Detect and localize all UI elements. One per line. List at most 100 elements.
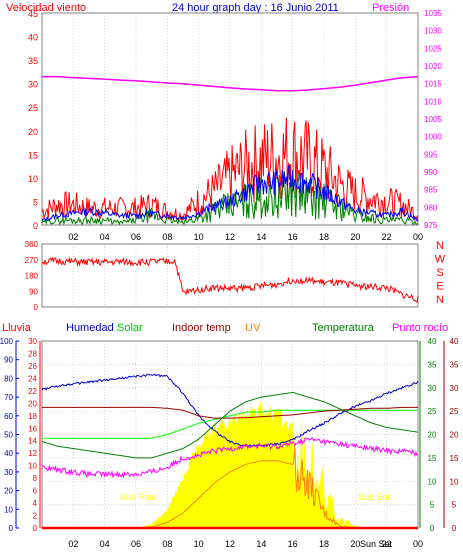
- x-tick-label: 12: [225, 232, 235, 242]
- rain-tick-label: 28: [28, 349, 37, 358]
- rain-tick-label: 6: [33, 487, 38, 496]
- wind-tick-label: 40: [28, 33, 38, 43]
- temperature-x-axis: 02 04 06 08 10 12 14 16 18 20 22 00: [68, 539, 423, 549]
- temp-tick-label: 40: [428, 337, 437, 346]
- wind-grid: [73, 13, 419, 225]
- wind-tick-label: 5: [33, 197, 38, 207]
- indoor-temp-line: [42, 406, 418, 419]
- x-tick-label: 10: [194, 232, 204, 242]
- indoor-temp-tick-label: 40: [450, 337, 459, 346]
- direction-tick-label: 90: [29, 287, 38, 296]
- temp-tick-label: 25: [428, 407, 437, 416]
- x-tick-label: 22: [382, 232, 392, 242]
- solar-fill: [42, 401, 418, 528]
- rain-tick-label: 26: [28, 362, 37, 371]
- rain-tick-label: 24: [28, 374, 37, 383]
- humidity-tick-label: 0: [9, 524, 14, 533]
- rain-tick-label: 2: [33, 512, 38, 521]
- temp-tick-label: 10: [428, 477, 437, 486]
- direction-line: [41, 256, 419, 303]
- direction-tick-label: 270: [25, 256, 39, 265]
- direction-left-axis: 0 90 180 270 360: [25, 240, 39, 312]
- solar-fill-area: [42, 401, 418, 528]
- direction-tick-label: 180: [25, 272, 39, 281]
- wind-tick-label: 15: [28, 150, 38, 160]
- legend-uv: UV: [245, 322, 261, 334]
- x-tick-label: 02: [68, 539, 78, 549]
- wind-tick-label: 20: [28, 127, 38, 137]
- direction-tick-label: 360: [25, 240, 39, 249]
- temp-tick-label: 35: [428, 360, 437, 369]
- x-tick-label: 16: [288, 232, 298, 242]
- x-tick-label: 00: [413, 232, 423, 242]
- pressure-right-axis: 975 980 985 990 995 1000 1005 1010 1015 1020 1025 1…: [424, 9, 442, 230]
- x-tick-label: 06: [131, 539, 141, 549]
- sunset-label: Sun Set: [358, 492, 391, 502]
- indoor-temp-tick-label: 20: [450, 431, 459, 440]
- rain-tick-label: 0: [33, 524, 38, 533]
- x-tick-label: 00: [413, 539, 423, 549]
- x-tick-label: 08: [162, 539, 172, 549]
- pressure-tick-label: 1005: [424, 115, 442, 124]
- compass-label: N: [436, 294, 444, 306]
- x-tick-label: 18: [319, 232, 329, 242]
- wind-tick-label: 45: [28, 9, 38, 19]
- indoor-temp-tick-label: 25: [450, 407, 459, 416]
- wind-left-axis: 0 5 10 15 20 25 30 35 40 45: [28, 9, 38, 231]
- direction-series: [41, 256, 419, 303]
- temp-tick-label: 0: [430, 524, 435, 533]
- humidity-tick-label: 70: [4, 393, 13, 402]
- pressure-line: [42, 75, 419, 92]
- legend-indoor-temp: Indoor temp: [172, 322, 231, 334]
- wind-gust-line: [41, 117, 419, 222]
- humidity-tick-label: 10: [4, 505, 13, 514]
- temp-tick-label: 5: [430, 501, 435, 510]
- indoor-temp-tick-label: 35: [450, 360, 459, 369]
- x-tick-label: 20: [350, 539, 360, 549]
- temp-tick-label: 20: [428, 431, 437, 440]
- x-tick-label: 04: [100, 539, 110, 549]
- rain-tick-label: 30: [28, 337, 37, 346]
- dew-point-line: [41, 437, 419, 479]
- wind-axis-title: Velocidad viento: [6, 2, 86, 14]
- humidity-tick-label: 80: [4, 374, 13, 383]
- x-tick-label: 02: [68, 232, 78, 242]
- wind-x-axis: 02 04 06 08 10 12 14 16 18 20 22 00: [68, 232, 423, 242]
- x-tick-label: 10: [194, 539, 204, 549]
- solar-line: [42, 409, 418, 439]
- temp-tick-label: 15: [428, 454, 437, 463]
- rain-tick-label: 8: [33, 474, 38, 483]
- temp-tick-label: 30: [428, 384, 437, 393]
- pressure-tick-label: 1015: [424, 80, 442, 89]
- wind-series: [41, 75, 419, 226]
- x-tick-label: 18: [319, 539, 329, 549]
- rain-tick-label: 18: [28, 412, 37, 421]
- x-tick-label: 12: [225, 539, 235, 549]
- direction-plot-area: [41, 243, 419, 308]
- temperature-axes: 0102030405060708090100024681012141618202…: [0, 337, 459, 533]
- pressure-tick-label: 1000: [424, 133, 442, 142]
- indoor-temp-tick-label: 0: [452, 524, 457, 533]
- pressure-tick-label: 1025: [424, 44, 442, 53]
- x-tick-label: 04: [100, 232, 110, 242]
- temperature-series: [41, 373, 419, 530]
- compass-label: N: [436, 240, 444, 252]
- temperature-legend: Lluvia Humedad Solar Indoor temp UV Temp…: [2, 322, 448, 334]
- legend-dew-point: Punto rocío: [392, 322, 448, 334]
- rain-tick-label: 22: [28, 387, 37, 396]
- indoor-temp-tick-label: 15: [450, 454, 459, 463]
- pressure-tick-label: 980: [424, 203, 438, 212]
- wind-avg-line: [41, 170, 419, 226]
- humidity-tick-label: 60: [4, 412, 13, 421]
- legend-humidity: Humedad: [66, 322, 114, 334]
- pressure-tick-label: 1035: [424, 9, 442, 18]
- indoor-temp-tick-label: 5: [452, 501, 457, 510]
- pressure-tick-label: 1020: [424, 62, 442, 71]
- humidity-tick-label: 20: [4, 487, 13, 496]
- legend-rain: Lluvia: [2, 322, 32, 334]
- x-tick-label: 16: [288, 539, 298, 549]
- chart-title: 24 hour graph day : 16 Junio 2011: [172, 2, 339, 14]
